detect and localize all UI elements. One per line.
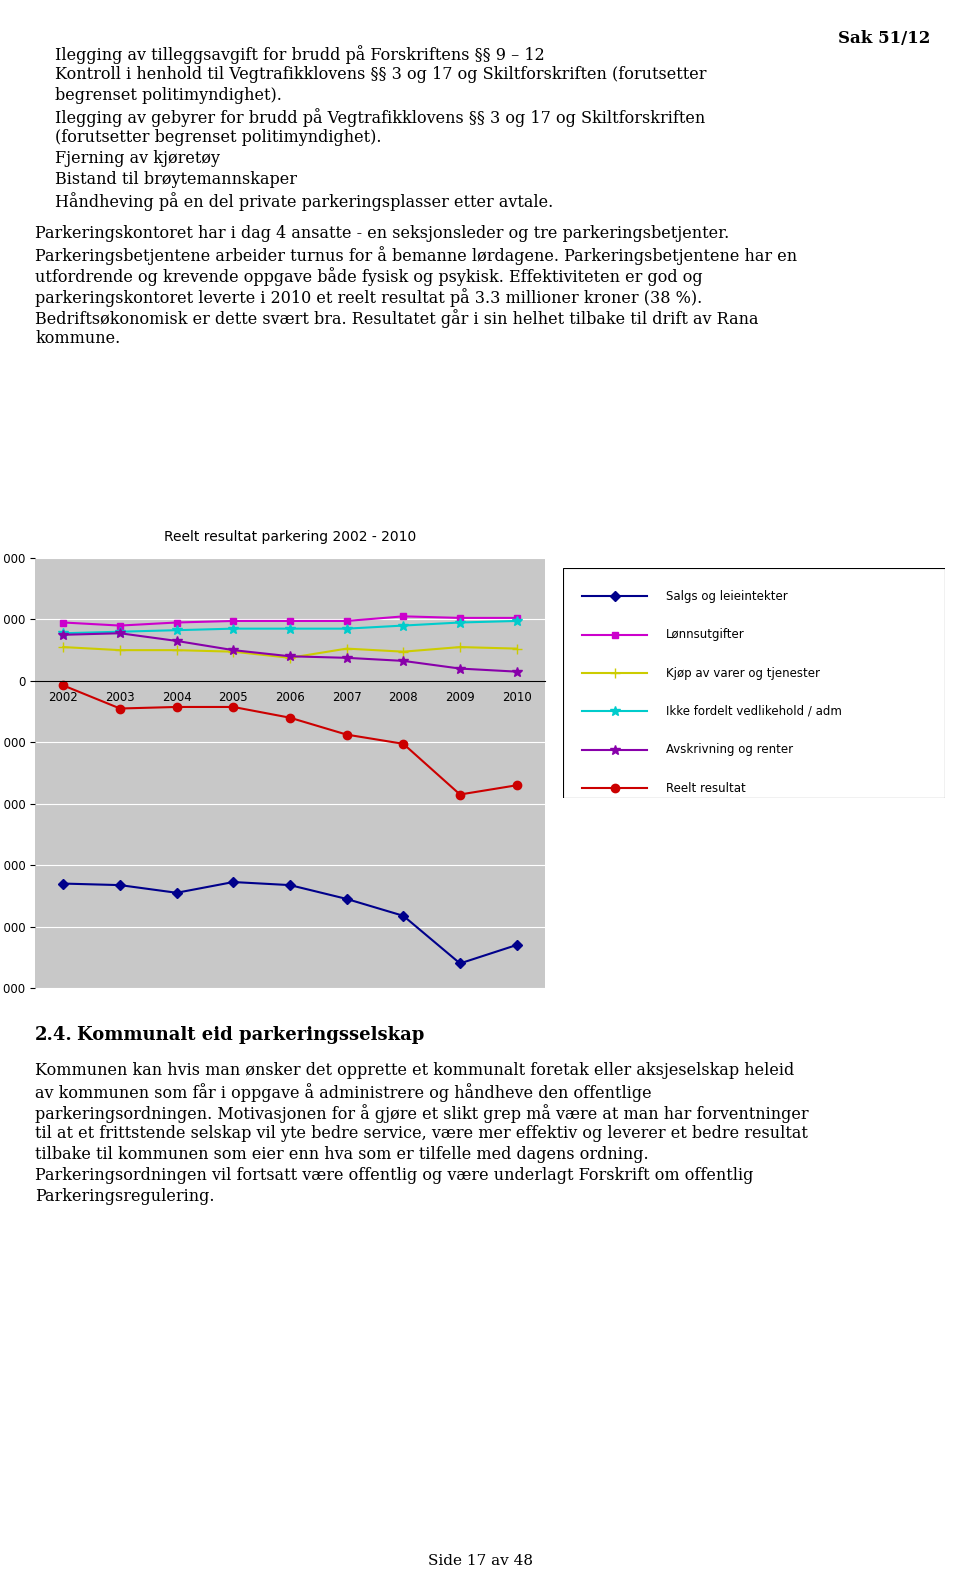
Text: parkeringskontoret leverte i 2010 et reelt resultat på 3.3 millioner kroner (38 : parkeringskontoret leverte i 2010 et ree… <box>35 287 703 306</box>
Text: utfordrende og krevende oppgave både fysisk og psykisk. Effektiviteten er god og: utfordrende og krevende oppgave både fys… <box>35 267 703 286</box>
Text: Fjerning av kjøretøy: Fjerning av kjøretøy <box>55 149 220 167</box>
Text: Parkeringsregulering.: Parkeringsregulering. <box>35 1188 214 1205</box>
Text: Avskrivning og renter: Avskrivning og renter <box>666 743 793 756</box>
Text: Parkeringsbetjentene arbeider turnus for å bemanne lørdagene. Parkeringsbetjente: Parkeringsbetjentene arbeider turnus for… <box>35 246 797 265</box>
Text: til at et frittstende selskap vil yte bedre service, være mer effektiv og levere: til at et frittstende selskap vil yte be… <box>35 1124 808 1142</box>
Text: Parkeringskontoret har i dag 4 ansatte - en seksjonsleder og tre parkeringsbetje: Parkeringskontoret har i dag 4 ansatte -… <box>35 225 730 241</box>
Text: av kommunen som får i oppgave å administrere og håndheve den offentlige: av kommunen som får i oppgave å administ… <box>35 1083 652 1102</box>
Text: Ilegging av tilleggsavgift for brudd på Forskriftens §§ 9 – 12: Ilegging av tilleggsavgift for brudd på … <box>55 44 544 64</box>
Text: (forutsetter begrenset politimyndighet).: (forutsetter begrenset politimyndighet). <box>55 129 381 146</box>
Text: Salgs og leieintekter: Salgs og leieintekter <box>666 589 788 603</box>
Text: Side 17 av 48: Side 17 av 48 <box>427 1555 533 1567</box>
Text: kommune.: kommune. <box>35 330 120 348</box>
Text: Kommunalt eid parkeringsselskap: Kommunalt eid parkeringsselskap <box>77 1026 424 1043</box>
Text: Bedriftsøkonomisk er dette svært bra. Resultatet går i sin helhet tilbake til dr: Bedriftsøkonomisk er dette svært bra. Re… <box>35 310 758 327</box>
Text: Ilegging av gebyrer for brudd på Vegtrafikklovens §§ 3 og 17 og Skiltforskriften: Ilegging av gebyrer for brudd på Vegtraf… <box>55 108 706 127</box>
Text: Håndheving på en del private parkeringsplasser etter avtale.: Håndheving på en del private parkeringsp… <box>55 192 553 211</box>
Text: Parkeringsordningen vil fortsatt være offentlig og være underlagt Forskrift om o: Parkeringsordningen vil fortsatt være of… <box>35 1167 754 1185</box>
Text: Reelt resultat parkering 2002 - 2010: Reelt resultat parkering 2002 - 2010 <box>164 530 416 545</box>
Text: Kjøp av varer og tjenester: Kjøp av varer og tjenester <box>666 667 820 680</box>
Text: Ikke fordelt vedlikehold / adm: Ikke fordelt vedlikehold / adm <box>666 705 842 718</box>
Text: 2.4.: 2.4. <box>35 1026 73 1043</box>
Text: Bistand til brøytemannskaper: Bistand til brøytemannskaper <box>55 172 297 187</box>
Text: Sak 51/12: Sak 51/12 <box>838 30 930 48</box>
Text: begrenset politimyndighet).: begrenset politimyndighet). <box>55 87 282 103</box>
Text: Kontroll i henhold til Vegtrafikklovens §§ 3 og 17 og Skiltforskriften (forutset: Kontroll i henhold til Vegtrafikklovens … <box>55 67 707 83</box>
Text: Kommunen kan hvis man ønsker det opprette et kommunalt foretak eller aksjeselska: Kommunen kan hvis man ønsker det opprett… <box>35 1062 794 1078</box>
Text: Lønnsutgifter: Lønnsutgifter <box>666 629 745 642</box>
Text: parkeringsordningen. Motivasjonen for å gjøre et slikt grep må være at man har f: parkeringsordningen. Motivasjonen for å … <box>35 1104 808 1123</box>
Text: tilbake til kommunen som eier enn hva som er tilfelle med dagens ordning.: tilbake til kommunen som eier enn hva so… <box>35 1147 649 1162</box>
Text: Reelt resultat: Reelt resultat <box>666 781 746 794</box>
